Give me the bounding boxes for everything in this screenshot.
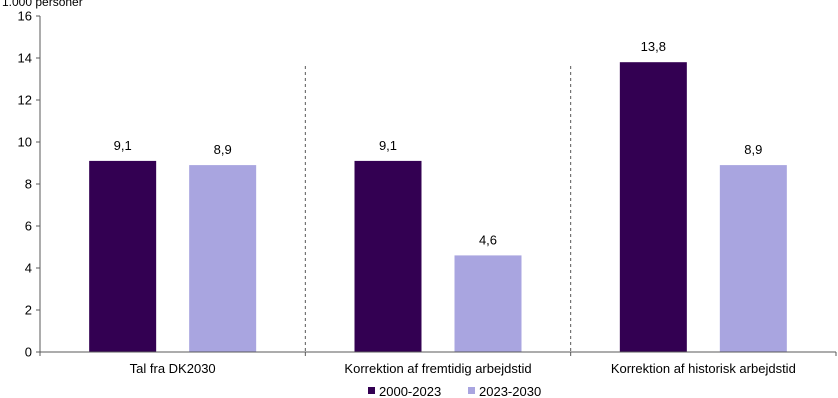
- data-label: 9,1: [379, 138, 397, 153]
- legend-swatch-2000-2023: [368, 387, 375, 394]
- data-label: 8,9: [214, 142, 232, 157]
- bars: [89, 62, 787, 352]
- bar-2023-2030-2: [454, 255, 522, 352]
- data-label: 9,1: [114, 138, 132, 153]
- x-category-label: Korrektion af fremtidig arbejdstid: [344, 361, 531, 376]
- category-separators: [304, 66, 572, 352]
- bar-2000-2023-3: [619, 62, 687, 352]
- bar-2023-2030-3: [719, 165, 787, 352]
- y-tick-label: 16: [18, 9, 32, 24]
- data-label: 13,8: [641, 39, 666, 54]
- y-axis-unit-label: 1.000 personer: [2, 0, 83, 9]
- x-axis: Tal fra DK2030 Korrektion af fremtidig ar…: [39, 351, 837, 376]
- y-tick-label: 6: [25, 219, 32, 234]
- y-tick-label: 10: [18, 135, 32, 150]
- x-category-label: Korrektion af historisk arbejdstid: [611, 361, 796, 376]
- y-tick-label: 4: [25, 261, 32, 276]
- data-label: 4,6: [479, 232, 497, 247]
- y-tick-label: 2: [25, 303, 32, 318]
- bar-2000-2023-1: [89, 160, 157, 352]
- y-tick-label: 12: [18, 93, 32, 108]
- bar-2023-2030-1: [189, 165, 257, 352]
- bar-2000-2023-2: [354, 160, 422, 352]
- legend-label: 2023-2030: [479, 384, 541, 398]
- data-labels: 9,1 8,9 9,1 4,6 13,8 8,9: [114, 39, 763, 247]
- legend: 2000-2023 2023-2030: [368, 384, 541, 398]
- x-category-label: Tal fra DK2030: [130, 361, 216, 376]
- y-tick-label: 8: [25, 177, 32, 192]
- y-tick-label: 0: [25, 345, 32, 360]
- y-axis: 0 2 4 6 8 10 12 14 16: [18, 9, 41, 360]
- data-label: 8,9: [744, 142, 762, 157]
- legend-swatch-2023-2030: [468, 387, 475, 394]
- y-tick-label: 14: [18, 51, 32, 66]
- legend-label: 2000-2023: [379, 384, 441, 398]
